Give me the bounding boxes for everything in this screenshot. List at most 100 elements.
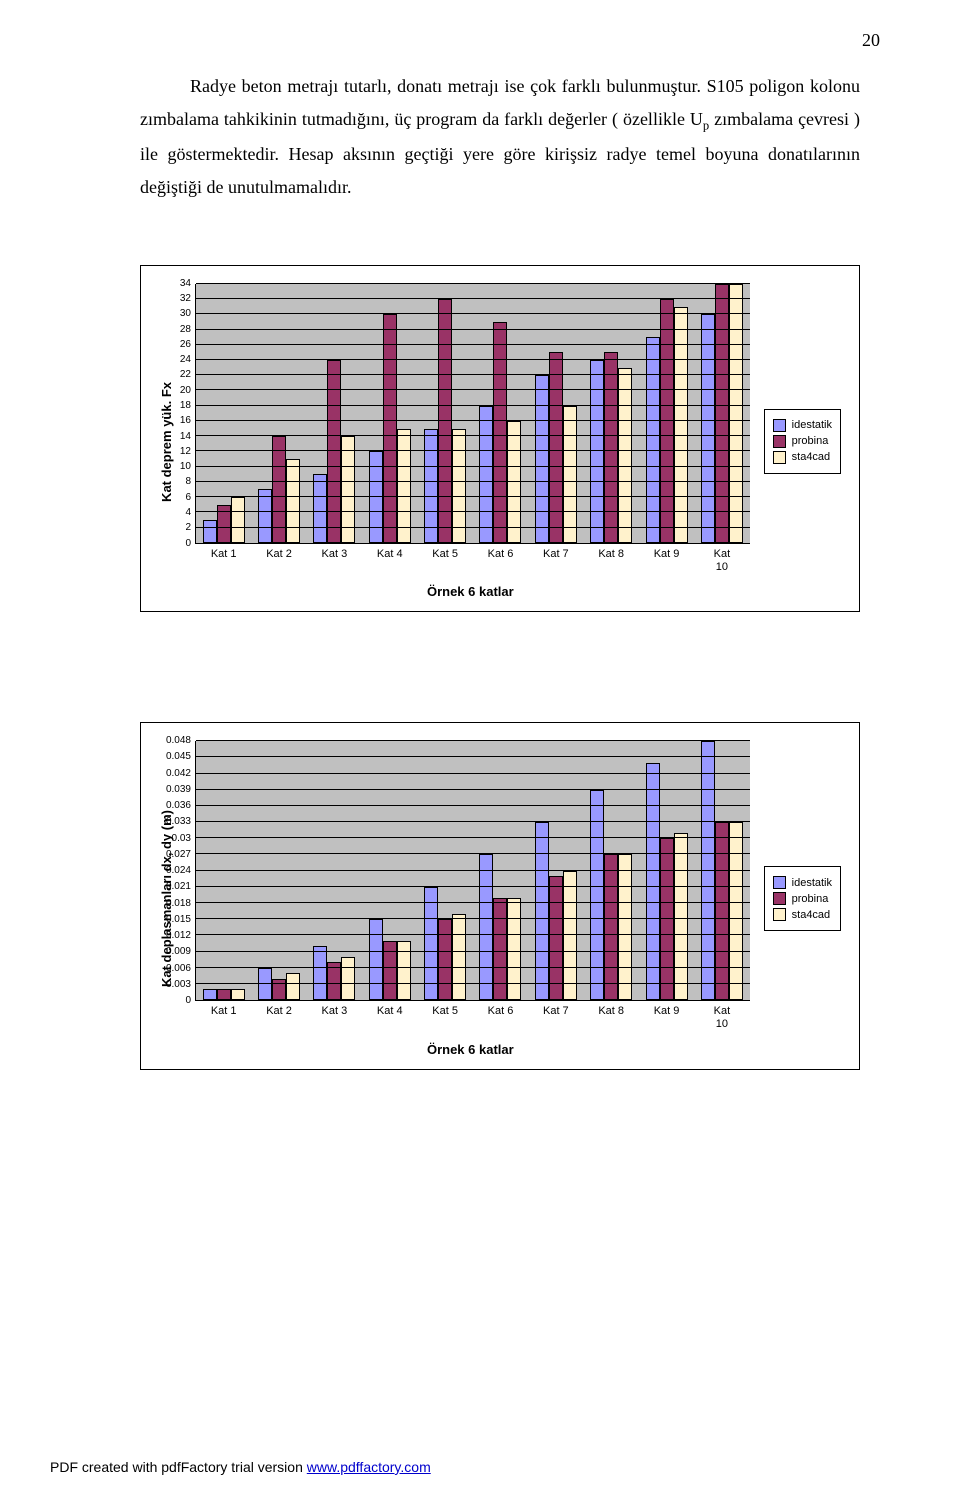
bar-sta4cad	[674, 307, 688, 543]
bar-probina	[604, 352, 618, 542]
chart-2-plot: 0.0480.0450.0420.0390.0360.0330.030.0270…	[191, 741, 750, 1056]
chart-1-plot: 3432302826242220181614121086420 Kat 1Kat…	[191, 284, 750, 599]
chart-1-xaxis: Kat 1Kat 2Kat 3Kat 4Kat 5Kat 6Kat 7Kat 8…	[191, 544, 750, 574]
bar-group	[639, 741, 694, 1000]
bar-group	[251, 284, 306, 543]
bar-sta4cad	[341, 957, 355, 1000]
legend-swatch-probina	[773, 892, 786, 905]
bar-probina	[660, 838, 674, 1000]
pdf-footer: PDF created with pdfFactory trial versio…	[50, 1459, 431, 1475]
bar-group	[584, 284, 639, 543]
bar-idestatik	[535, 822, 549, 1000]
bar-idestatik	[590, 360, 604, 543]
bar-group	[251, 741, 306, 1000]
footer-text: PDF created with pdfFactory trial versio…	[50, 1459, 307, 1475]
bar-sta4cad	[729, 284, 743, 543]
legend-item-sta4cad: sta4cad	[773, 908, 832, 921]
bar-probina	[438, 919, 452, 1000]
bar-group	[694, 741, 749, 1000]
bar-probina	[383, 314, 397, 543]
chart-2-frame: Kat deplasmanları dx, dy (m) 0.0480.0450…	[140, 722, 860, 1069]
bar-probina	[438, 299, 452, 543]
bar-sta4cad	[563, 406, 577, 543]
bar-idestatik	[479, 406, 493, 543]
bar-group	[362, 741, 417, 1000]
body-paragraph: Radye beton metrajı tutarlı, donatı metr…	[140, 70, 860, 205]
chart-1-legend: idestatik probina sta4cad	[764, 409, 841, 474]
bar-idestatik	[203, 520, 217, 543]
bar-group	[639, 284, 694, 543]
legend-item-probina: probina	[773, 892, 832, 905]
bar-idestatik	[535, 375, 549, 543]
bar-sta4cad	[286, 973, 300, 1000]
bar-sta4cad	[618, 854, 632, 1000]
bar-sta4cad	[452, 914, 466, 1000]
bar-group	[196, 284, 251, 543]
legend-swatch-probina	[773, 435, 786, 448]
bar-probina	[660, 299, 674, 543]
bar-group	[362, 284, 417, 543]
chart-2-plot-area	[195, 741, 750, 1001]
bar-idestatik	[258, 968, 272, 1000]
bar-probina	[272, 979, 286, 1001]
bar-idestatik	[701, 314, 715, 543]
bar-probina	[217, 989, 231, 1000]
chart-2-legend: idestatik probina sta4cad	[764, 866, 841, 931]
bar-idestatik	[646, 763, 660, 1000]
chart-2-xaxis: Kat 1Kat 2Kat 3Kat 4Kat 5Kat 6Kat 7Kat 8…	[191, 1001, 750, 1031]
bar-probina	[549, 352, 563, 542]
legend-swatch-idestatik	[773, 419, 786, 432]
chart-1-xtitle: Örnek 6 katlar	[191, 584, 750, 599]
bar-probina	[549, 876, 563, 1000]
chart-1-plot-area	[195, 284, 750, 544]
bar-group	[473, 284, 528, 543]
bar-probina	[493, 322, 507, 543]
bar-idestatik	[258, 489, 272, 542]
chart-1-bars	[196, 284, 750, 543]
bar-probina	[604, 854, 618, 1000]
bar-group	[473, 741, 528, 1000]
legend-item-probina: probina	[773, 435, 832, 448]
legend-swatch-idestatik	[773, 876, 786, 889]
bar-probina	[715, 822, 729, 1000]
bar-probina	[327, 360, 341, 543]
bar-group	[196, 741, 251, 1000]
bar-idestatik	[479, 854, 493, 1000]
bar-sta4cad	[674, 833, 688, 1000]
legend-swatch-sta4cad	[773, 451, 786, 464]
bar-probina	[715, 284, 729, 543]
legend-item-sta4cad: sta4cad	[773, 451, 832, 464]
bar-sta4cad	[507, 421, 521, 543]
bar-probina	[327, 962, 341, 1000]
bar-idestatik	[313, 474, 327, 543]
bar-group	[417, 741, 472, 1000]
chart-1-ylabel: Kat deprem yük. Fx	[159, 382, 177, 502]
bar-group	[694, 284, 749, 543]
page-number: 20	[862, 30, 880, 51]
legend-item-idestatik: idestatik	[773, 876, 832, 889]
chart-2-xtitle: Örnek 6 katlar	[191, 1042, 750, 1057]
bar-sta4cad	[729, 822, 743, 1000]
bar-group	[307, 284, 362, 543]
bar-group	[417, 284, 472, 543]
bar-group	[528, 741, 583, 1000]
legend-swatch-sta4cad	[773, 908, 786, 921]
bar-sta4cad	[618, 368, 632, 543]
bar-sta4cad	[507, 898, 521, 1001]
bar-idestatik	[203, 989, 217, 1000]
bar-idestatik	[701, 741, 715, 1000]
bar-group	[528, 284, 583, 543]
footer-link[interactable]: www.pdffactory.com	[307, 1459, 431, 1475]
bar-sta4cad	[563, 871, 577, 1001]
chart-1-frame: Kat deprem yük. Fx 343230282624222018161…	[140, 265, 860, 612]
page: 20 Radye beton metrajı tutarlı, donatı m…	[0, 0, 960, 1495]
bar-probina	[493, 898, 507, 1001]
bar-group	[307, 741, 362, 1000]
bar-sta4cad	[231, 497, 245, 543]
bar-sta4cad	[231, 989, 245, 1000]
bar-sta4cad	[286, 459, 300, 543]
bar-group	[584, 741, 639, 1000]
legend-item-idestatik: idestatik	[773, 419, 832, 432]
chart-2-bars	[196, 741, 750, 1000]
bar-idestatik	[313, 946, 327, 1000]
